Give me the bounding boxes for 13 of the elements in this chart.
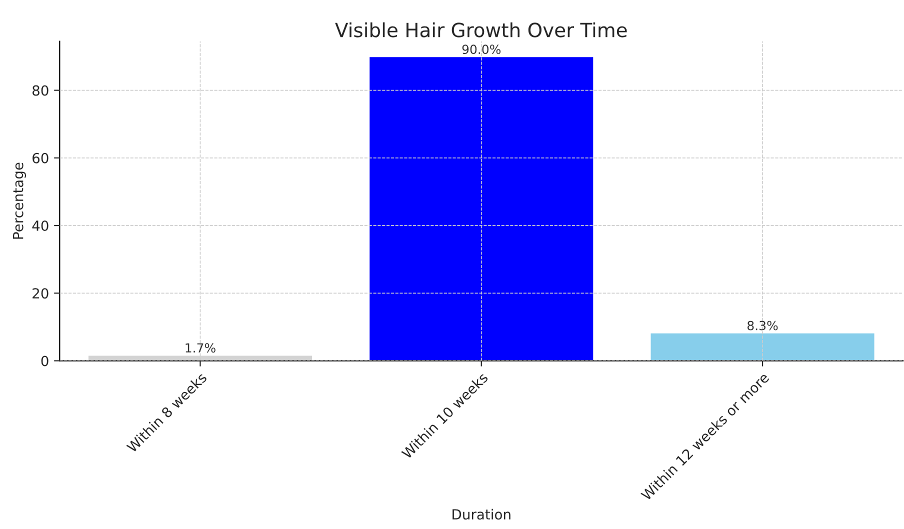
y-axis-title: Percentage: [13, 162, 26, 239]
data-label: 1.7%: [186, 343, 216, 353]
x-axis-title: Duration: [452, 508, 510, 520]
chart-title: Visible Hair Growth Over Time: [335, 22, 627, 38]
y-tick-label: 80: [32, 85, 48, 96]
y-tick-label: 0: [41, 356, 48, 366]
bar: [649, 332, 876, 361]
data-label: 90.0%: [462, 44, 501, 54]
bar: [368, 56, 595, 361]
y-tick-label: 40: [32, 220, 48, 232]
y-tick-label: 60: [32, 152, 48, 164]
y-tick-label: 20: [32, 288, 48, 299]
data-label: 8.3%: [747, 320, 778, 330]
